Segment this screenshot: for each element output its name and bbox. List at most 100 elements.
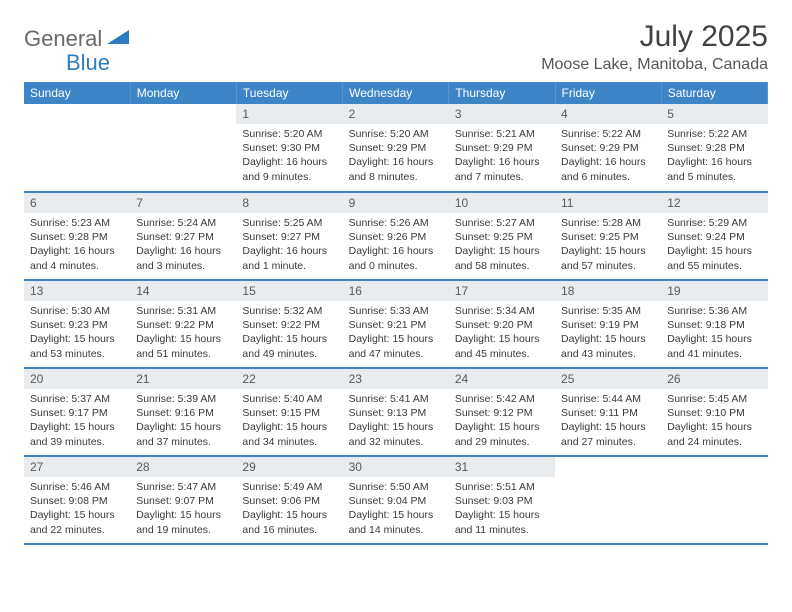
sunset-text: Sunset: 9:30 PM — [242, 141, 336, 155]
sunset-text: Sunset: 9:03 PM — [455, 494, 549, 508]
sunset-text: Sunset: 9:28 PM — [30, 230, 124, 244]
day-body: Sunrise: 5:23 AMSunset: 9:28 PMDaylight:… — [24, 213, 130, 277]
day-number: 16 — [343, 281, 449, 301]
day-number: 9 — [343, 193, 449, 213]
day-number: 4 — [555, 104, 661, 124]
day-number: 6 — [24, 193, 130, 213]
sunrise-text: Sunrise: 5:50 AM — [349, 480, 443, 494]
day-number: 10 — [449, 193, 555, 213]
daylight-text: Daylight: 15 hours — [455, 332, 549, 346]
day-number: 11 — [555, 193, 661, 213]
sunrise-text: Sunrise: 5:39 AM — [136, 392, 230, 406]
location: Moose Lake, Manitoba, Canada — [541, 56, 768, 74]
daylight-text: Daylight: 15 hours — [561, 332, 655, 346]
daylight-text: Daylight: 16 hours — [242, 155, 336, 169]
day-number: 22 — [236, 369, 342, 389]
logo-blue-text-row: Blue — [28, 50, 110, 76]
sunset-text: Sunset: 9:20 PM — [455, 318, 549, 332]
day-number: 26 — [661, 369, 767, 389]
daylight-text: and 11 minutes. — [455, 523, 549, 537]
sunset-text: Sunset: 9:26 PM — [349, 230, 443, 244]
daylight-text: Daylight: 15 hours — [242, 508, 336, 522]
sunrise-text: Sunrise: 5:20 AM — [349, 127, 443, 141]
day-body: Sunrise: 5:29 AMSunset: 9:24 PMDaylight:… — [661, 213, 767, 277]
daylight-text: and 49 minutes. — [242, 347, 336, 361]
daylight-text: and 39 minutes. — [30, 435, 124, 449]
daylight-text: Daylight: 15 hours — [349, 420, 443, 434]
sunrise-text: Sunrise: 5:46 AM — [30, 480, 124, 494]
day-body: Sunrise: 5:46 AMSunset: 9:08 PMDaylight:… — [24, 477, 130, 541]
sunrise-text: Sunrise: 5:34 AM — [455, 304, 549, 318]
sunrise-text: Sunrise: 5:26 AM — [349, 216, 443, 230]
sunset-text: Sunset: 9:24 PM — [667, 230, 761, 244]
day-body: Sunrise: 5:35 AMSunset: 9:19 PMDaylight:… — [555, 301, 661, 365]
daylight-text: Daylight: 15 hours — [667, 244, 761, 258]
sunset-text: Sunset: 9:29 PM — [561, 141, 655, 155]
daylight-text: and 58 minutes. — [455, 259, 549, 273]
calendar-day-cell: 20Sunrise: 5:37 AMSunset: 9:17 PMDayligh… — [24, 368, 130, 456]
daylight-text: Daylight: 15 hours — [136, 420, 230, 434]
day-number: 29 — [236, 457, 342, 477]
day-body: Sunrise: 5:36 AMSunset: 9:18 PMDaylight:… — [661, 301, 767, 365]
daylight-text: Daylight: 15 hours — [30, 508, 124, 522]
calendar-day-cell: 13Sunrise: 5:30 AMSunset: 9:23 PMDayligh… — [24, 280, 130, 368]
day-body: Sunrise: 5:26 AMSunset: 9:26 PMDaylight:… — [343, 213, 449, 277]
daylight-text: Daylight: 16 hours — [349, 244, 443, 258]
day-number: 18 — [555, 281, 661, 301]
weekday-header: Saturday — [661, 82, 767, 104]
daylight-text: and 3 minutes. — [136, 259, 230, 273]
sunrise-text: Sunrise: 5:29 AM — [667, 216, 761, 230]
daylight-text: and 47 minutes. — [349, 347, 443, 361]
calendar-day-cell: 9Sunrise: 5:26 AMSunset: 9:26 PMDaylight… — [343, 192, 449, 280]
sunrise-text: Sunrise: 5:45 AM — [667, 392, 761, 406]
calendar-day-cell: 8Sunrise: 5:25 AMSunset: 9:27 PMDaylight… — [236, 192, 342, 280]
day-body: Sunrise: 5:22 AMSunset: 9:28 PMDaylight:… — [661, 124, 767, 188]
day-number: 3 — [449, 104, 555, 124]
weekday-header: Thursday — [449, 82, 555, 104]
sunrise-text: Sunrise: 5:47 AM — [136, 480, 230, 494]
sunrise-text: Sunrise: 5:36 AM — [667, 304, 761, 318]
daylight-text: and 41 minutes. — [667, 347, 761, 361]
calendar-day-cell: 17Sunrise: 5:34 AMSunset: 9:20 PMDayligh… — [449, 280, 555, 368]
daylight-text: and 55 minutes. — [667, 259, 761, 273]
sunset-text: Sunset: 9:21 PM — [349, 318, 443, 332]
calendar-day-cell: 18Sunrise: 5:35 AMSunset: 9:19 PMDayligh… — [555, 280, 661, 368]
daylight-text: Daylight: 15 hours — [136, 508, 230, 522]
day-body: Sunrise: 5:50 AMSunset: 9:04 PMDaylight:… — [343, 477, 449, 541]
sunrise-text: Sunrise: 5:35 AM — [561, 304, 655, 318]
calendar-day-cell: . — [24, 104, 130, 192]
calendar-week-row: 20Sunrise: 5:37 AMSunset: 9:17 PMDayligh… — [24, 368, 768, 456]
calendar-week-row: 13Sunrise: 5:30 AMSunset: 9:23 PMDayligh… — [24, 280, 768, 368]
calendar-day-cell: 25Sunrise: 5:44 AMSunset: 9:11 PMDayligh… — [555, 368, 661, 456]
day-number: 21 — [130, 369, 236, 389]
day-number: 19 — [661, 281, 767, 301]
sunrise-text: Sunrise: 5:22 AM — [667, 127, 761, 141]
day-number: 14 — [130, 281, 236, 301]
daylight-text: Daylight: 16 hours — [667, 155, 761, 169]
daylight-text: and 27 minutes. — [561, 435, 655, 449]
day-body: Sunrise: 5:47 AMSunset: 9:07 PMDaylight:… — [130, 477, 236, 541]
sunrise-text: Sunrise: 5:33 AM — [349, 304, 443, 318]
sunset-text: Sunset: 9:27 PM — [136, 230, 230, 244]
calendar-day-cell: 14Sunrise: 5:31 AMSunset: 9:22 PMDayligh… — [130, 280, 236, 368]
sunrise-text: Sunrise: 5:24 AM — [136, 216, 230, 230]
sunrise-text: Sunrise: 5:42 AM — [455, 392, 549, 406]
sunset-text: Sunset: 9:16 PM — [136, 406, 230, 420]
calendar-day-cell: 6Sunrise: 5:23 AMSunset: 9:28 PMDaylight… — [24, 192, 130, 280]
calendar-day-cell: 11Sunrise: 5:28 AMSunset: 9:25 PMDayligh… — [555, 192, 661, 280]
sunrise-text: Sunrise: 5:28 AM — [561, 216, 655, 230]
day-body: Sunrise: 5:37 AMSunset: 9:17 PMDaylight:… — [24, 389, 130, 453]
calendar-day-cell: 28Sunrise: 5:47 AMSunset: 9:07 PMDayligh… — [130, 456, 236, 544]
day-body: Sunrise: 5:51 AMSunset: 9:03 PMDaylight:… — [449, 477, 555, 541]
day-body: Sunrise: 5:25 AMSunset: 9:27 PMDaylight:… — [236, 213, 342, 277]
calendar-day-cell: 1Sunrise: 5:20 AMSunset: 9:30 PMDaylight… — [236, 104, 342, 192]
daylight-text: Daylight: 15 hours — [242, 420, 336, 434]
day-body: Sunrise: 5:49 AMSunset: 9:06 PMDaylight:… — [236, 477, 342, 541]
calendar-body: ..1Sunrise: 5:20 AMSunset: 9:30 PMDaylig… — [24, 104, 768, 544]
calendar-header-row: SundayMondayTuesdayWednesdayThursdayFrid… — [24, 82, 768, 104]
daylight-text: and 14 minutes. — [349, 523, 443, 537]
daylight-text: Daylight: 16 hours — [455, 155, 549, 169]
day-number: 2 — [343, 104, 449, 124]
daylight-text: Daylight: 15 hours — [455, 508, 549, 522]
daylight-text: and 53 minutes. — [30, 347, 124, 361]
